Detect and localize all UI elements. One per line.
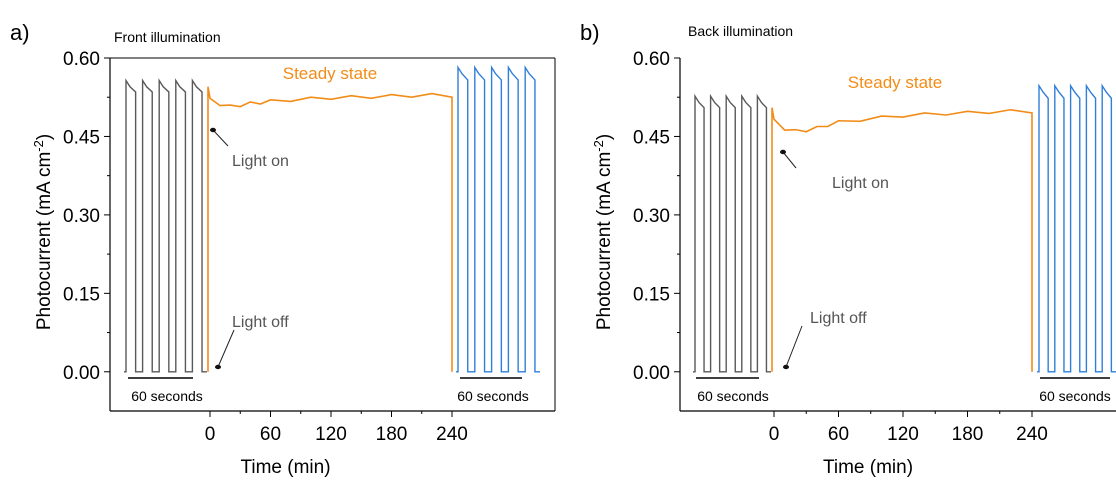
light-on-pointer-head (210, 127, 216, 133)
x-tick-label: 240 (1016, 424, 1048, 445)
y-axis-label-close: ) (594, 134, 615, 140)
light-on-label: Light on (232, 153, 289, 170)
right-scale-label: 60 seconds (1039, 388, 1111, 404)
x-tick-label: 0 (205, 424, 216, 445)
y-tick-label: 0.30 (63, 206, 100, 227)
light-off-pointer (217, 329, 235, 368)
y-axis-label-sup: -2 (31, 140, 46, 152)
y-tick-label: 0.00 (633, 363, 670, 384)
dark-chop-trace (124, 78, 207, 373)
x-tick-label: 180 (376, 424, 408, 445)
chart-title: Front illumination (114, 29, 221, 45)
steady-state-label: Steady state (848, 73, 943, 92)
y-axis-label: Photocurrent (mA cm-2) (591, 134, 616, 330)
light-chop-trace (456, 65, 540, 373)
light-off-label: Light off (232, 314, 289, 331)
x-tick-label: 120 (315, 424, 347, 445)
y-tick-label: 0.30 (633, 206, 670, 227)
y-tick-label: 0.00 (63, 363, 100, 384)
light-chop-trace (1037, 83, 1116, 373)
y-tick-label: 0.45 (63, 127, 100, 148)
y-axis-label-main: Photocurrent (mA cm (594, 152, 615, 330)
light-on-label: Light on (832, 175, 889, 192)
x-tick-label: 180 (952, 424, 984, 445)
y-tick-label: 0.60 (63, 49, 100, 70)
dark-chop-trace (693, 93, 771, 373)
light-off-pointer-head (783, 364, 789, 370)
y-tick-label: 0.60 (633, 49, 670, 70)
light-off-pointer (785, 325, 803, 368)
left-scale-label: 60 seconds (697, 388, 769, 404)
x-tick-label: 0 (769, 424, 780, 445)
steady-state-trace (207, 86, 453, 372)
x-axis-label: Time (min) (240, 457, 330, 478)
light-on-pointer (782, 151, 797, 169)
panel-b: b) Back illumination 0.00 0.15 0.30 0.45 0.60 0… (580, 20, 1116, 478)
x-tick-label: 240 (436, 424, 468, 445)
y-tick-label: 0.15 (63, 284, 100, 305)
x-axis-label: Time (min) (823, 457, 913, 478)
y-tick-label: 0.45 (633, 127, 670, 148)
light-off-pointer-head (215, 364, 221, 370)
panel-a: a) Front illumination 0.00 0.15 0.30 0.45 0.60… (10, 20, 556, 478)
x-tick-label: 120 (887, 424, 919, 445)
x-tick-label: 60 (828, 424, 849, 445)
steady-state-label: Steady state (283, 64, 378, 83)
right-scale-label: 60 seconds (457, 388, 529, 404)
y-axis-label-sup: -2 (591, 140, 606, 152)
x-tick-label: 60 (260, 424, 281, 445)
y-axis-label: Photocurrent (mA cm-2) (31, 134, 56, 330)
chart-title: Back illumination (688, 23, 793, 39)
panel-label: a) (10, 20, 30, 45)
panel-label: b) (580, 20, 600, 45)
y-tick-label: 0.15 (633, 284, 670, 305)
steady-state-trace (771, 107, 1033, 372)
light-on-pointer-head (780, 149, 786, 155)
light-off-label: Light off (810, 310, 867, 327)
y-axis-label-main: Photocurrent (mA cm (34, 152, 55, 330)
light-on-pointer (212, 129, 229, 147)
y-axis-label-close: ) (34, 134, 55, 140)
left-scale-label: 60 seconds (131, 388, 203, 404)
